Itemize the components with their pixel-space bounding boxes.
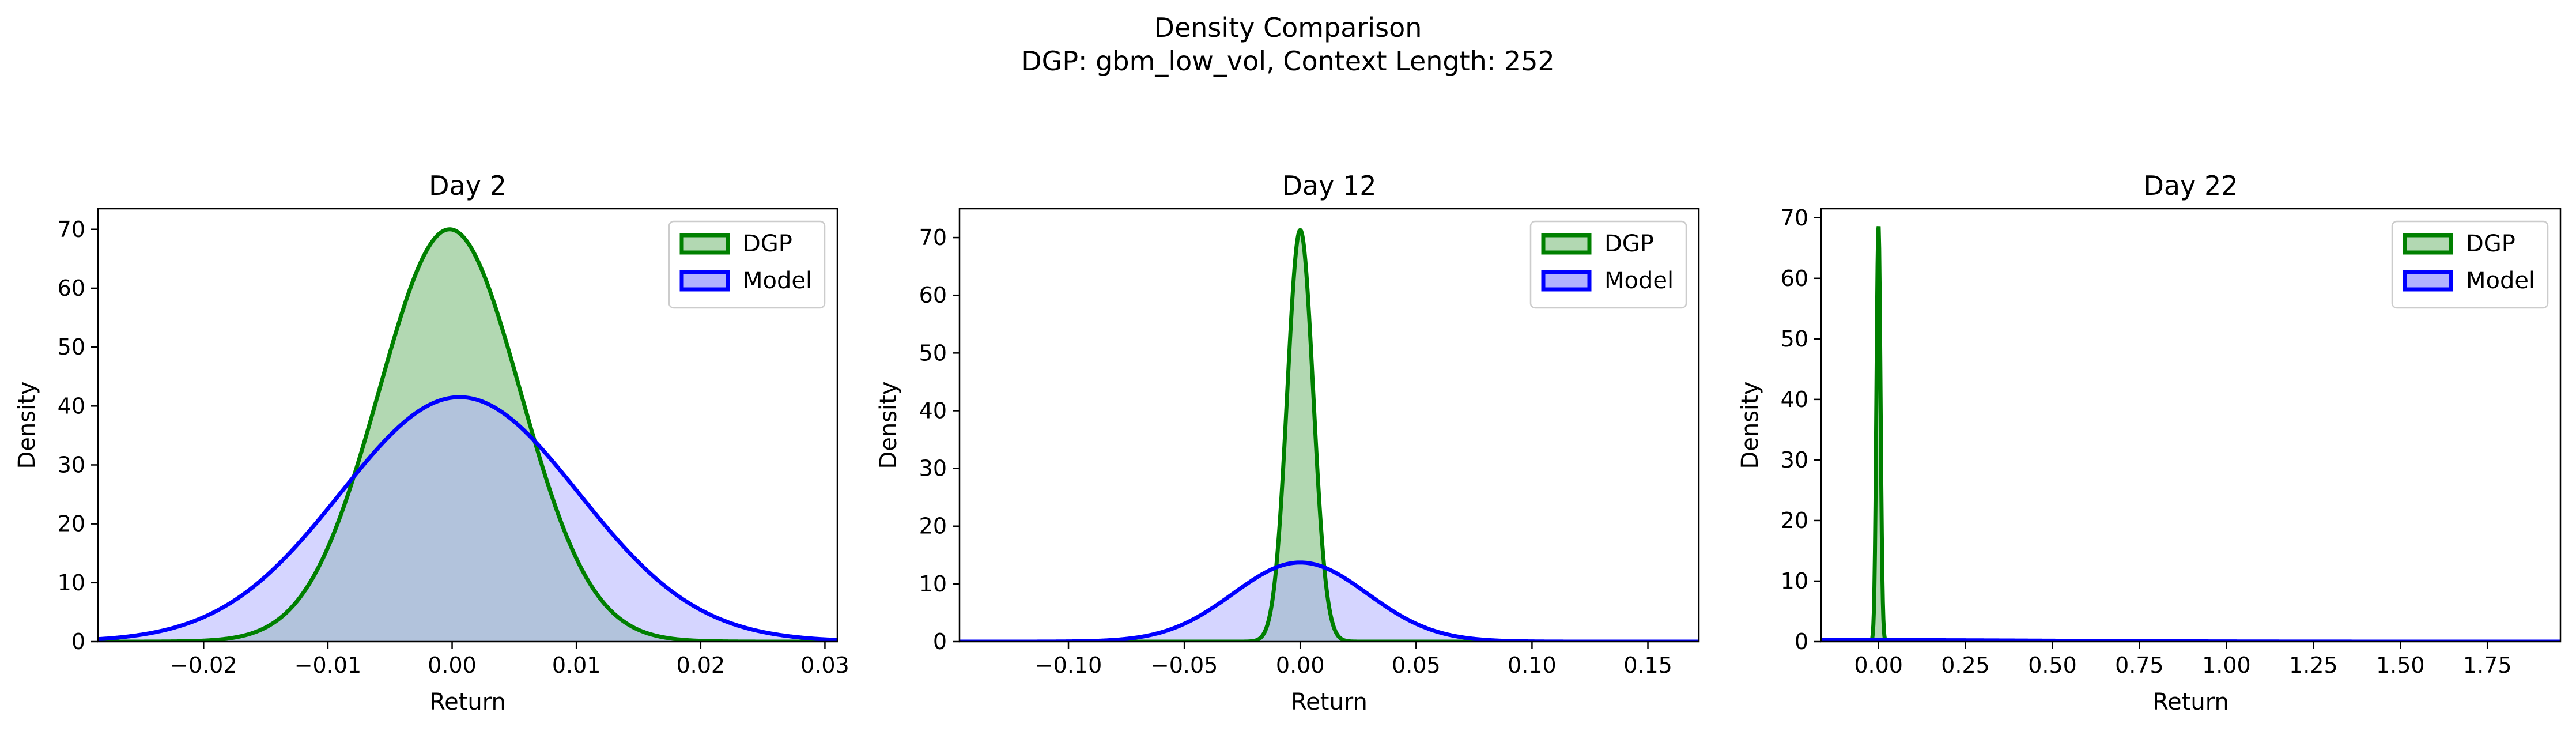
dgp-density-line	[960, 227, 1699, 642]
x-tick-label: 1.75	[2463, 653, 2512, 678]
x-tick-label: −0.01	[294, 653, 361, 678]
y-tick-label: 60	[1781, 266, 1808, 291]
y-tick-label: 30	[1781, 447, 1808, 473]
x-tick-label: 1.25	[2289, 653, 2338, 678]
y-tick-label: 70	[1781, 205, 1808, 231]
legend: DGP Model	[1529, 220, 1687, 309]
legend-label-dgp: DGP	[743, 231, 792, 257]
y-tick-label: 10	[919, 571, 947, 597]
y-tick-label: 0	[1795, 629, 1808, 654]
model-density-line	[98, 395, 837, 642]
x-tick-label: 1.00	[2202, 653, 2251, 678]
figure-title-line2: DGP: gbm_low_vol, Context Length: 252	[1021, 46, 1554, 77]
legend: DGP Model	[668, 220, 826, 309]
x-axis-label: Return	[429, 689, 506, 715]
legend-swatch-dgp	[1541, 233, 1592, 255]
legend-label-model: Model	[1604, 267, 1674, 294]
x-tick-label: 1.50	[2376, 653, 2425, 678]
y-tick-label: 70	[58, 217, 85, 242]
y-tick-label: 50	[1781, 326, 1808, 352]
y-tick-label: 50	[58, 334, 85, 360]
x-tick-label: −0.05	[1151, 653, 1218, 678]
x-tick-label: −0.02	[170, 653, 237, 678]
x-tick-label: 0.50	[2028, 653, 2077, 678]
axes-frame	[97, 208, 838, 643]
legend-label-dgp: DGP	[2466, 231, 2515, 257]
legend-swatch-dgp	[2403, 233, 2453, 255]
legend-swatch-dgp	[679, 233, 730, 255]
x-tick-label: 0.00	[428, 653, 477, 678]
legend-swatch-model	[1541, 270, 1592, 292]
legend-label-model: Model	[2466, 267, 2535, 294]
legend-swatch-model	[679, 270, 730, 292]
y-tick-label: 20	[919, 514, 947, 539]
subplot-2: −0.10 −0.05 0.00 0.05 0.10 0.15 0 10 20 30 40 50 60 7…	[875, 170, 1700, 715]
x-tick-label: 0.75	[2115, 653, 2164, 678]
y-tick-label: 30	[919, 456, 947, 481]
subplot-title: Day 2	[429, 170, 507, 201]
y-tick-label: 0	[71, 629, 85, 654]
y-tick-label: 20	[1781, 508, 1808, 533]
x-tick-label: 0.03	[800, 653, 849, 678]
x-tick-label: 0.00	[1854, 653, 1903, 678]
y-tick-label: 70	[919, 225, 947, 250]
figure-title-line1: Density Comparison	[1154, 12, 1422, 43]
y-tick-label: 10	[1781, 568, 1808, 594]
subplot-1: −0.02 −0.01 0.00 0.01 0.02 0.03 0 10 20 30 40 50 60 7…	[14, 170, 849, 715]
legend: DGP Model	[2391, 220, 2549, 309]
x-tick-label: 0.01	[552, 653, 601, 678]
y-tick-label: 40	[58, 393, 85, 419]
y-tick-label: 50	[919, 340, 947, 365]
x-tick-label: −0.10	[1035, 653, 1102, 678]
x-tick-label: 0.15	[1623, 653, 1672, 678]
y-tick-label: 10	[58, 570, 85, 595]
subplot-title: Day 22	[2144, 170, 2238, 201]
y-tick-label: 20	[58, 511, 85, 537]
legend-label-model: Model	[743, 267, 812, 294]
y-axis-label: Density	[875, 381, 902, 469]
axes-frame	[1820, 208, 2562, 643]
y-axis-label: Density	[14, 381, 40, 469]
axes-frame	[958, 208, 1700, 643]
subplots: −0.02 −0.01 0.00 0.01 0.02 0.03 0 10 20 30 40 50 60 7…	[14, 170, 2562, 715]
subplot-3: 0.00 0.25 0.50 0.75 1.00 1.25 1.50 1.75 0 10 20 30 4…	[1737, 170, 2562, 715]
y-tick-label: 30	[58, 452, 85, 477]
y-tick-label: 60	[919, 282, 947, 308]
x-tick-label: 0.05	[1392, 653, 1441, 678]
x-axis-label: Return	[2152, 689, 2229, 715]
x-tick-label: 0.00	[1276, 653, 1325, 678]
x-tick-label: 0.10	[1508, 653, 1557, 678]
x-axis-label: Return	[1291, 689, 1368, 715]
model-density-fill	[98, 397, 837, 642]
x-tick-label: 0.02	[677, 653, 726, 678]
legend-label-dgp: DGP	[1604, 231, 1654, 257]
subplot-title: Day 12	[1282, 170, 1377, 201]
x-tick-label: 0.25	[1941, 653, 1990, 678]
y-tick-label: 40	[919, 398, 947, 423]
y-tick-label: 60	[58, 276, 85, 301]
y-tick-label: 0	[933, 629, 947, 654]
y-tick-label: 40	[1781, 387, 1808, 412]
legend-swatch-model	[2403, 270, 2453, 292]
y-axis-label: Density	[1737, 381, 1763, 469]
